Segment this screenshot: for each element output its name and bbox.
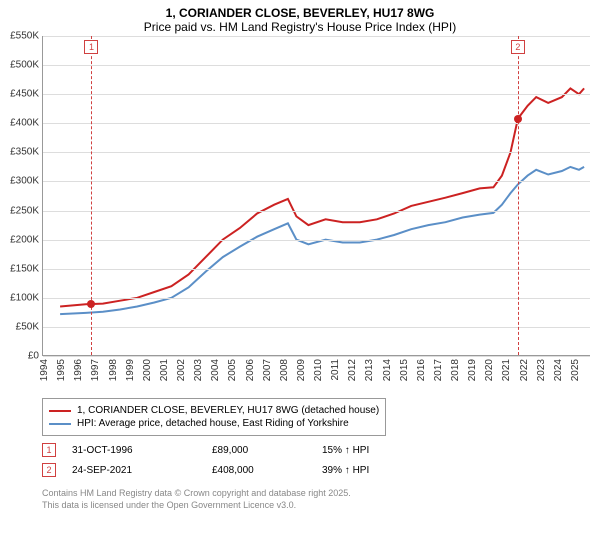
y-tick-label: £250K [10, 205, 39, 216]
y-gridline [43, 211, 590, 212]
legend-swatch [49, 423, 71, 425]
sale-vline [518, 36, 519, 355]
x-tick-label: 2010 [313, 359, 324, 381]
x-tick-label: 2013 [364, 359, 375, 381]
x-tick-label: 2008 [279, 359, 290, 381]
table-pct: 15% ↑ HPI [322, 445, 432, 456]
y-gridline [43, 65, 590, 66]
table-price: £89,000 [212, 445, 322, 456]
y-tick-label: £150K [10, 263, 39, 274]
chart-title-block: 1, CORIANDER CLOSE, BEVERLEY, HU17 8WG P… [0, 0, 600, 34]
x-tick-label: 2016 [416, 359, 427, 381]
x-tick-label: 2019 [467, 359, 478, 381]
x-tick-label: 1995 [56, 359, 67, 381]
x-tick-label: 2000 [142, 359, 153, 381]
y-tick-label: £550K [10, 31, 39, 42]
legend-row: 1, CORIANDER CLOSE, BEVERLEY, HU17 8WG (… [49, 405, 379, 416]
table-date: 24-SEP-2021 [72, 465, 212, 476]
legend: 1, CORIANDER CLOSE, BEVERLEY, HU17 8WG (… [42, 398, 386, 436]
x-tick-label: 2018 [450, 359, 461, 381]
x-tick-label: 2007 [262, 359, 273, 381]
footer-line-2: This data is licensed under the Open Gov… [42, 500, 351, 512]
x-tick-label: 2023 [536, 359, 547, 381]
footer-line-1: Contains HM Land Registry data © Crown c… [42, 488, 351, 500]
table-date: 31-OCT-1996 [72, 445, 212, 456]
x-tick-label: 2021 [501, 359, 512, 381]
y-gridline [43, 36, 590, 37]
y-gridline [43, 327, 590, 328]
plot-area: £0£50K£100K£150K£200K£250K£300K£350K£400… [42, 36, 590, 356]
y-gridline [43, 152, 590, 153]
y-gridline [43, 181, 590, 182]
sale-marker: 2 [511, 40, 525, 54]
y-tick-label: £500K [10, 60, 39, 71]
legend-label: HPI: Average price, detached house, East… [77, 418, 349, 429]
y-tick-label: £200K [10, 234, 39, 245]
y-tick-label: £450K [10, 89, 39, 100]
series-line [60, 88, 584, 306]
x-tick-label: 2006 [245, 359, 256, 381]
y-tick-label: £0 [28, 351, 39, 362]
legend-label: 1, CORIANDER CLOSE, BEVERLEY, HU17 8WG (… [77, 405, 379, 416]
x-tick-label: 2025 [570, 359, 581, 381]
x-tick-label: 2005 [227, 359, 238, 381]
legend-row: HPI: Average price, detached house, East… [49, 418, 379, 429]
y-tick-label: £100K [10, 292, 39, 303]
x-tick-label: 2024 [553, 359, 564, 381]
y-gridline [43, 356, 590, 357]
table-marker: 2 [42, 463, 56, 477]
x-tick-label: 1997 [90, 359, 101, 381]
x-tick-label: 2017 [433, 359, 444, 381]
x-tick-label: 1999 [125, 359, 136, 381]
y-tick-label: £400K [10, 118, 39, 129]
y-gridline [43, 269, 590, 270]
x-tick-label: 2022 [519, 359, 530, 381]
y-tick-label: £50K [16, 321, 39, 332]
table-pct: 39% ↑ HPI [322, 465, 432, 476]
table-row: 1 31-OCT-1996£89,00015% ↑ HPI [42, 440, 432, 460]
y-gridline [43, 94, 590, 95]
x-tick-label: 2001 [159, 359, 170, 381]
x-tick-label: 1996 [73, 359, 84, 381]
y-tick-label: £350K [10, 147, 39, 158]
sale-dot [87, 300, 95, 308]
chart-svg [43, 36, 591, 356]
sales-table: 1 31-OCT-1996£89,00015% ↑ HPI 2 24-SEP-2021… [42, 440, 432, 480]
table-marker: 1 [42, 443, 56, 457]
x-tick-label: 2009 [296, 359, 307, 381]
x-tick-label: 1998 [108, 359, 119, 381]
footer-attribution: Contains HM Land Registry data © Crown c… [42, 488, 351, 511]
x-tick-label: 2011 [330, 359, 341, 381]
sale-marker: 1 [84, 40, 98, 54]
y-gridline [43, 240, 590, 241]
y-gridline [43, 298, 590, 299]
y-tick-label: £300K [10, 176, 39, 187]
x-tick-label: 2015 [399, 359, 410, 381]
x-tick-label: 2004 [210, 359, 221, 381]
y-gridline [43, 123, 590, 124]
x-tick-label: 2014 [382, 359, 393, 381]
table-price: £408,000 [212, 465, 322, 476]
title-line-1: 1, CORIANDER CLOSE, BEVERLEY, HU17 8WG [0, 6, 600, 20]
x-tick-label: 2020 [484, 359, 495, 381]
x-tick-label: 2002 [176, 359, 187, 381]
x-tick-label: 1994 [39, 359, 50, 381]
table-row: 2 24-SEP-2021£408,00039% ↑ HPI [42, 460, 432, 480]
x-tick-label: 2003 [193, 359, 204, 381]
legend-swatch [49, 410, 71, 412]
x-tick-label: 2012 [347, 359, 358, 381]
sale-dot [514, 115, 522, 123]
title-line-2: Price paid vs. HM Land Registry's House … [0, 20, 600, 34]
